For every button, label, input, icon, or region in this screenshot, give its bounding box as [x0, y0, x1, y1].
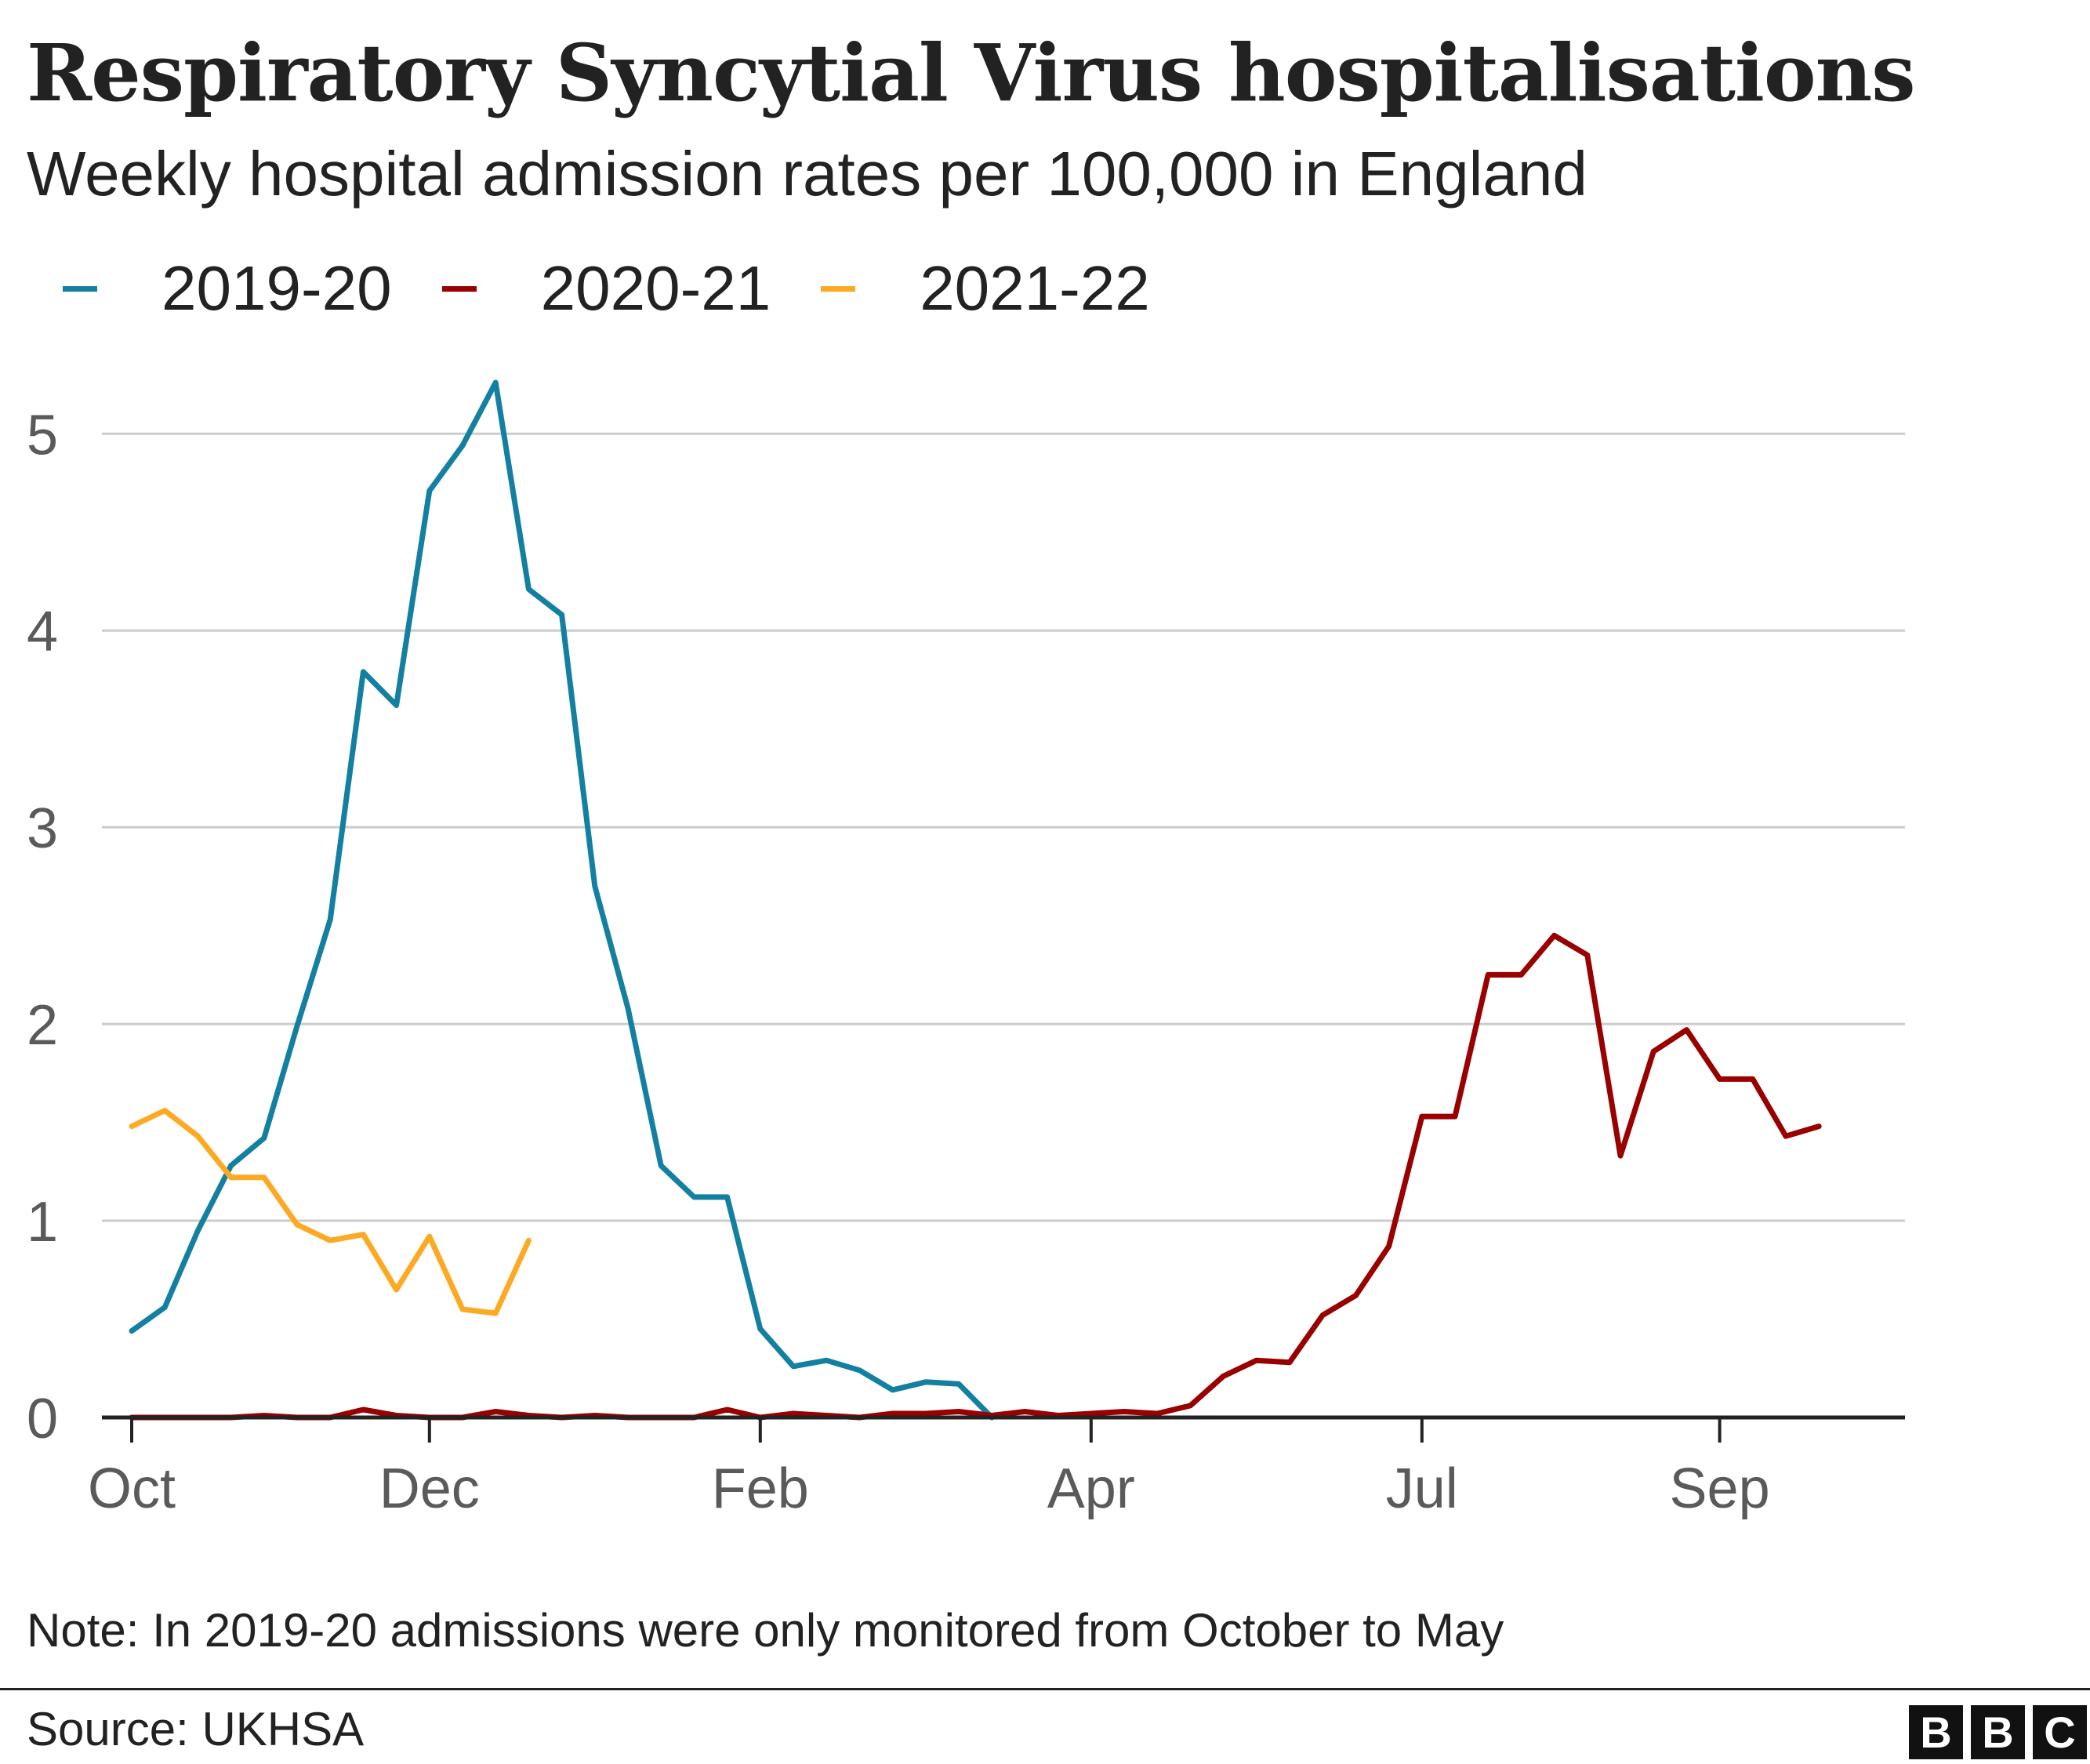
chart-subtitle: Weekly hospital admission rates per 100,…: [27, 139, 1587, 209]
legend-swatch: [821, 285, 856, 292]
bbc-logo: B B C: [1901, 1705, 2087, 1759]
bbc-logo-letter: C: [2033, 1705, 2087, 1759]
legend: 2019-20 2020-21 2021-22: [63, 249, 1200, 328]
legend-label: 2020-21: [540, 253, 771, 323]
y-tick-label: 1: [27, 1191, 58, 1254]
bbc-logo-letter: B: [1909, 1705, 1963, 1759]
legend-item-2020-21: 2020-21: [441, 249, 771, 328]
series-line-2020-21: [129, 932, 1822, 1421]
series-line-2021-22: [129, 1108, 532, 1316]
y-tick-label: 2: [27, 994, 58, 1057]
y-tick-label: 4: [27, 601, 58, 663]
footer-divider: [0, 1688, 2090, 1690]
x-tick-label: Sep: [1670, 1457, 1770, 1520]
y-tick-label: 5: [27, 404, 58, 466]
y-tick-label: 0: [27, 1388, 58, 1450]
bbc-logo-letter: B: [1971, 1705, 2025, 1759]
legend-swatch: [63, 285, 97, 292]
legend-label: 2019-20: [161, 253, 392, 323]
chart-title: Respiratory Syncytial Virus hospitalisat…: [27, 27, 1916, 119]
legend-label: 2021-22: [920, 253, 1150, 323]
chart-note: Note: In 2019-20 admissions were only mo…: [27, 1604, 1504, 1657]
legend-swatch: [441, 285, 477, 292]
x-tick-label: Oct: [88, 1457, 176, 1520]
legend-item-2021-22: 2021-22: [821, 249, 1150, 328]
source-text: Source: UKHSA: [27, 1703, 365, 1755]
x-tick-label: Feb: [712, 1457, 809, 1520]
x-tick-label: Jul: [1386, 1457, 1458, 1520]
line-chart: 0 1 2 3 4 5 Oct Dec Feb Apr Jul Sep: [27, 379, 1905, 1520]
y-tick-label: 3: [27, 797, 58, 860]
x-tick-label: Apr: [1047, 1457, 1135, 1520]
x-tick-label: Dec: [379, 1457, 480, 1520]
legend-item-2019-20: 2019-20: [63, 249, 392, 328]
series-line-2019-20: [129, 379, 995, 1421]
